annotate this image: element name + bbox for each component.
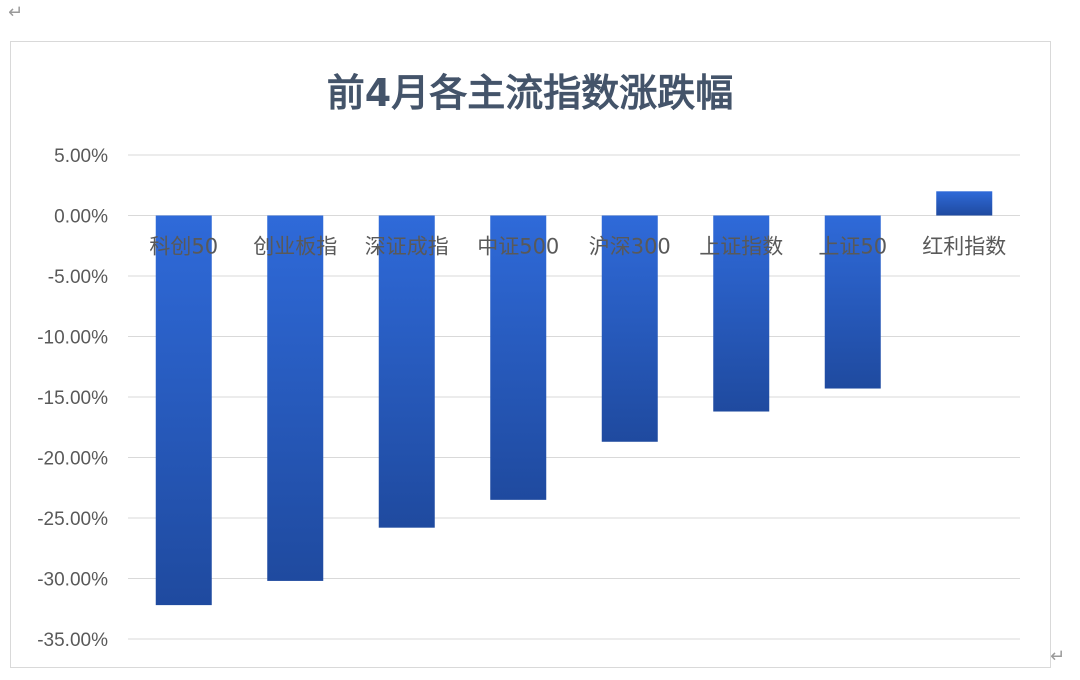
paragraph-mark-top: ↵	[8, 2, 24, 23]
chart-title: 前4月各主流指数涨跌幅	[327, 71, 733, 115]
category-label: 上证50	[818, 235, 887, 259]
y-tick-label: -15.00%	[37, 388, 108, 409]
category-label: 沪深300	[589, 235, 671, 259]
y-tick-label: -30.00%	[37, 570, 108, 591]
y-tick-label: 0.00%	[54, 207, 108, 228]
bar	[713, 215, 770, 412]
y-tick-label: -35.00%	[37, 630, 108, 651]
category-label: 科创50	[149, 235, 218, 259]
y-tick-label: -20.00%	[37, 449, 108, 470]
category-label: 中证500	[477, 235, 559, 259]
y-tick-label: -5.00%	[48, 267, 108, 288]
bar	[824, 215, 881, 389]
category-label: 深证成指	[365, 235, 449, 259]
gridlines	[128, 154, 1020, 640]
bar	[936, 191, 993, 216]
bar	[490, 215, 547, 500]
y-tick-label: -10.00%	[37, 328, 108, 349]
y-tick-label: -25.00%	[37, 509, 108, 530]
bar	[155, 215, 212, 606]
y-tick-label: 5.00%	[54, 146, 108, 167]
category-label: 红利指数	[922, 235, 1006, 259]
bar	[601, 215, 658, 442]
paragraph-mark-bottom: ↵	[1050, 646, 1066, 667]
bar	[378, 215, 435, 528]
y-axis-ticks: 5.00% 0.00% -5.00% -10.00% -15.00% -20.00% -25…	[37, 146, 108, 651]
bars	[155, 191, 993, 606]
category-labels: 科创50 创业板指 深证成指 中证500 沪深300 上证指数 上证50 红利指数	[149, 235, 1006, 259]
category-label: 创业板指	[253, 235, 337, 259]
category-label: 上证指数	[699, 235, 783, 259]
bar	[267, 215, 324, 581]
